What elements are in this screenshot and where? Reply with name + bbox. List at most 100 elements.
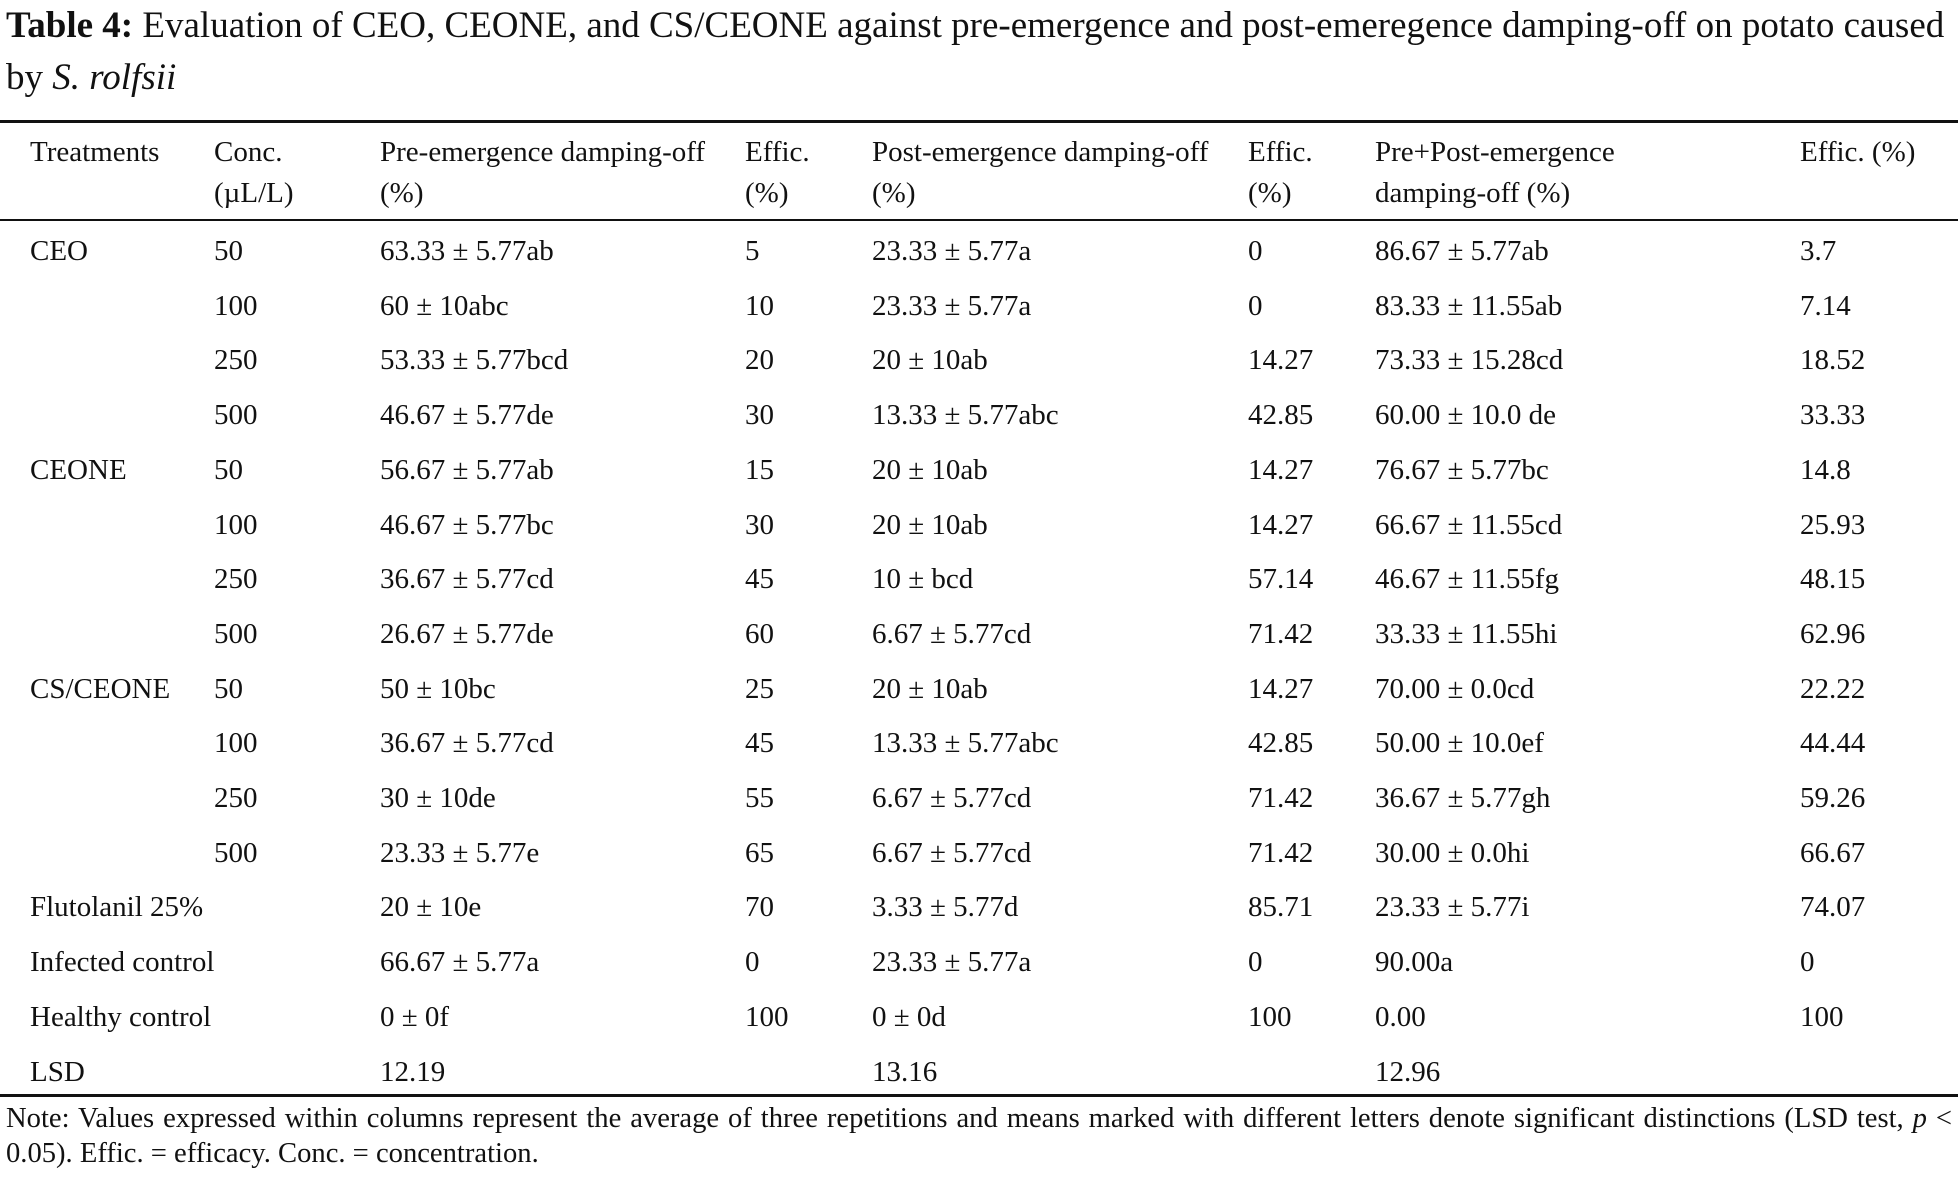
header-pre-post-emergence: Pre+Post-emergence damping-off (%) [1375, 136, 1615, 209]
header-rule [0, 219, 1958, 221]
table-row: 500 46.67 ± 5.77de 30 13.33 ± 5.77abc 42.85 6… [0, 388, 1958, 443]
cell-pre-post-emergence: 23.33 ± 5.77i [1375, 891, 1530, 924]
cell-pre-post-emergence: 60.00 ± 10.0 de [1375, 399, 1557, 432]
cell-conc: 50 [214, 453, 243, 486]
table-row: 250 53.33 ± 5.77bcd 20 20 ± 10ab 14.27 73.33 … [0, 333, 1958, 388]
cell-conc: 100 [214, 289, 258, 322]
cell-total-effic: 0 [1800, 946, 1815, 979]
cell-post-effic: 0 [1248, 289, 1263, 322]
cell-pre-post-emergence: 0.00 [1375, 1000, 1426, 1033]
cell-total-effic: 66.67 [1800, 836, 1866, 869]
cell-post-effic: 14.27 [1248, 508, 1314, 541]
header-total-effic: Effic. (%) [1800, 136, 1916, 168]
cell-treatment: Healthy control [30, 1000, 212, 1033]
cell-pre-emergence: 30 ± 10de [380, 782, 496, 814]
cell-total-effic: 25.93 [1800, 508, 1866, 541]
cell-post-emergence: 23.33 ± 5.77a [872, 289, 1032, 322]
cell-post-emergence: 20 ± 10ab [872, 672, 988, 705]
header-conc: Conc. (µL/L) [214, 136, 294, 209]
header-treatments: Treatments [30, 136, 160, 168]
note-text-end: < 0.05). Effic. = efficacy. Conc. = conc… [6, 1103, 1952, 1169]
cell-pre-post-emergence: 33.33 ± 11.55hi [1375, 617, 1558, 650]
cell-post-effic: 0 [1248, 235, 1263, 267]
cell-pre-post-emergence: 83.33 ± 11.55ab [1375, 289, 1563, 322]
cell-post-effic: 42.85 [1248, 727, 1314, 760]
cell-pre-effic: 30 [745, 508, 774, 541]
cell-total-effic: 18.52 [1800, 344, 1866, 377]
cell-pre-effic: 10 [745, 289, 774, 322]
caption-organism: S. rolfsii [52, 57, 177, 98]
cell-total-effic: 48.15 [1800, 563, 1866, 596]
cell-pre-effic: 60 [745, 617, 774, 650]
cell-post-effic: 42.85 [1248, 399, 1314, 432]
cell-treatment: CEO [30, 235, 88, 267]
table-row: Healthy control 0 ± 0f 100 0 ± 0d 100 0.00 100 [0, 990, 1958, 1045]
cell-total-effic: 33.33 [1800, 399, 1866, 432]
cell-post-emergence: 6.67 ± 5.77cd [872, 782, 1032, 814]
cell-pre-post-emergence: 30.00 ± 0.0hi [1375, 836, 1530, 869]
header-pre-emergence: Pre-emergence damping-off (%) [380, 136, 706, 209]
cell-conc: 50 [214, 672, 243, 705]
cell-conc: 500 [214, 836, 258, 869]
note-p-symbol: p [1912, 1103, 1927, 1134]
table-row: Infected control 66.67 ± 5.77a 0 23.33 ± 5.… [0, 935, 1958, 990]
caption-text: Evaluation of CEO, CEONE, and CS/CEONE a… [6, 5, 1945, 98]
cell-pre-effic: 25 [745, 672, 774, 705]
cell-conc: 500 [214, 617, 258, 650]
cell-total-effic: 22.22 [1800, 672, 1866, 705]
cell-treatment: CEONE [30, 453, 127, 486]
header-post-effic: Effic. (%) [1248, 136, 1313, 209]
table-row: 100 36.67 ± 5.77cd 45 13.33 ± 5.77abc 42.85 5… [0, 716, 1958, 771]
cell-post-emergence: 20 ± 10ab [872, 453, 988, 486]
table-row: LSD 12.19 13.16 12.96 [0, 1045, 1958, 1100]
note-text: Note: Values expressed within columns re… [6, 1103, 1904, 1134]
table-caption: Table 4: Evaluation of CEO, CEONE, and C… [6, 0, 1952, 104]
table-row: 100 60 ± 10abc 10 23.33 ± 5.77a 0 83.33 ± 11.… [0, 279, 1958, 334]
table-row: 500 26.67 ± 5.77de 60 6.67 ± 5.77cd 71.42 33.… [0, 607, 1958, 662]
cell-post-emergence: 13.33 ± 5.77abc [872, 399, 1059, 432]
header-pre-effic: Effic. (%) [745, 136, 810, 209]
cell-pre-emergence: 0 ± 0f [380, 1000, 450, 1033]
cell-post-effic: 71.42 [1248, 617, 1314, 650]
cell-pre-emergence: 53.33 ± 5.77bcd [380, 344, 569, 377]
cell-pre-post-emergence: 73.33 ± 15.28cd [1375, 344, 1564, 377]
cell-treatment: Flutolanil 25% [30, 891, 204, 924]
cell-pre-post-emergence: 50.00 ± 10.0ef [1375, 727, 1544, 760]
bottom-rule [0, 1094, 1958, 1097]
cell-pre-effic: 0 [745, 946, 760, 979]
cell-pre-post-emergence: 66.67 ± 11.55cd [1375, 508, 1563, 541]
cell-post-emergence: 20 ± 10ab [872, 344, 988, 377]
cell-pre-emergence: 26.67 ± 5.77de [380, 617, 554, 650]
cell-pre-emergence: 66.67 ± 5.77a [380, 946, 540, 979]
cell-conc: 100 [214, 727, 258, 760]
cell-total-effic: 62.96 [1800, 617, 1866, 650]
cell-total-effic: 7.14 [1800, 289, 1851, 322]
cell-post-effic: 0 [1248, 946, 1263, 979]
table-row: 250 30 ± 10de 55 6.67 ± 5.77cd 71.42 36.67 ± … [0, 771, 1958, 826]
cell-conc: 250 [214, 563, 258, 596]
cell-pre-effic: 45 [745, 727, 774, 760]
cell-conc: 500 [214, 399, 258, 432]
cell-pre-emergence: 36.67 ± 5.77cd [380, 563, 554, 596]
cell-post-effic: 14.27 [1248, 453, 1314, 486]
cell-pre-emergence: 56.67 ± 5.77ab [380, 453, 554, 486]
cell-post-emergence: 20 ± 10ab [872, 508, 988, 541]
table-row: 250 36.67 ± 5.77cd 45 10 ± bcd 57.14 46.67 ± … [0, 552, 1958, 607]
cell-post-emergence: 23.33 ± 5.77a [872, 235, 1032, 267]
table-row: CEO 50 63.33 ± 5.77ab 5 23.33 ± 5.77a 0 86.67 … [0, 224, 1958, 279]
cell-pre-effic: 30 [745, 399, 774, 432]
cell-post-emergence: 13.16 [872, 1055, 938, 1088]
cell-pre-post-emergence: 76.67 ± 5.77bc [1375, 453, 1549, 486]
cell-conc: 250 [214, 344, 258, 377]
cell-pre-effic: 55 [745, 782, 774, 814]
cell-post-emergence: 6.67 ± 5.77cd [872, 836, 1032, 869]
cell-pre-effic: 20 [745, 344, 774, 377]
cell-total-effic: 59.26 [1800, 782, 1866, 814]
table-note: Note: Values expressed within columns re… [6, 1101, 1952, 1171]
cell-pre-emergence: 23.33 ± 5.77e [380, 836, 540, 869]
table-label: Table 4: [6, 5, 134, 46]
cell-pre-effic: 15 [745, 453, 774, 486]
table-row: CS/CEONE 50 50 ± 10bc 25 20 ± 10ab 14.27 70.00… [0, 662, 1958, 717]
cell-pre-emergence: 46.67 ± 5.77bc [380, 508, 554, 541]
header-post-emergence: Post-emergence damping-off (%) [872, 136, 1209, 209]
